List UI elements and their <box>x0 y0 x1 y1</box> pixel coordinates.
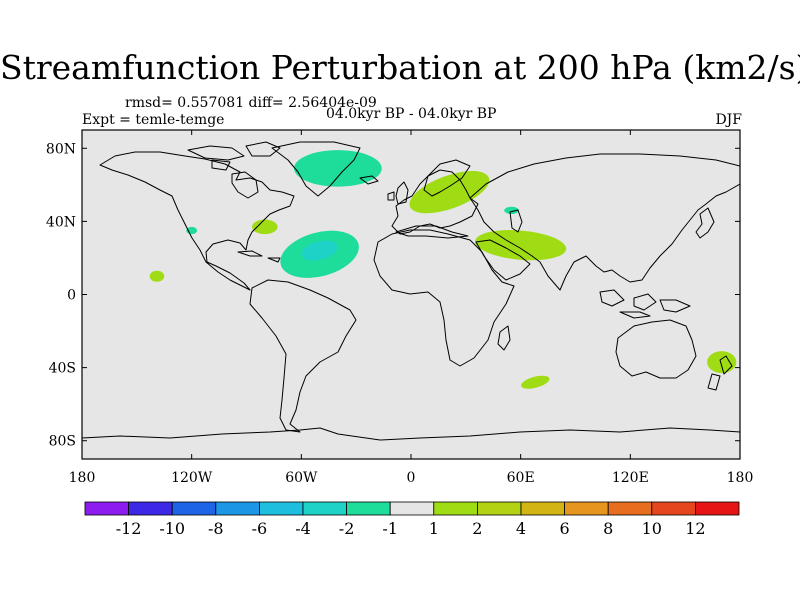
colorbar-swatch <box>476 501 522 516</box>
colorbar-label: 4 <box>516 519 526 538</box>
coast-new-zealand <box>707 355 733 391</box>
lon-tick-label: 120E <box>612 470 649 486</box>
lon-tick-label: 180 <box>727 470 754 486</box>
anomaly-europe-positive <box>409 171 490 214</box>
coast-iceland <box>359 175 379 185</box>
coast-british-isles <box>387 181 409 205</box>
coast-scandinavia <box>423 159 471 197</box>
figure-title: Streamfunction Perturbation at 200 hPa (… <box>0 48 800 87</box>
coast-arabia <box>475 239 531 281</box>
coast-hudson-bay <box>231 171 259 199</box>
coast-australia <box>615 319 697 379</box>
colorbar-swatch <box>520 501 565 516</box>
coast-se-asia <box>599 289 691 319</box>
colorbar-label: 8 <box>603 519 613 538</box>
experiment-label: Expt = temle-temge <box>82 112 225 128</box>
colorbar: -12 -10 -8 -6 -4 -2 -1 1 2 4 6 8 10 12 <box>84 501 740 538</box>
axis-ticks: 80N 40N 0 40S 80S 180 120W 60W 0 60E 120E 180 <box>46 130 753 486</box>
lon-tick-label: 60E <box>507 470 535 486</box>
colorbar-label: -2 <box>339 519 355 538</box>
colorbar-label: -4 <box>295 519 311 538</box>
lat-tick-label: 40N <box>46 214 76 230</box>
coast-madagascar <box>497 325 511 351</box>
lat-tick-label: 80S <box>49 434 76 450</box>
colorbar-label: 1 <box>429 519 439 538</box>
colorbar-swatch <box>607 501 653 516</box>
colorbar-label: -1 <box>382 519 398 538</box>
colorbar-swatch <box>564 501 609 516</box>
coast-greenland <box>271 141 361 197</box>
lat-tick-label: 0 <box>67 288 76 304</box>
colorbar-swatch <box>258 501 304 516</box>
colorbar-swatch <box>215 501 260 516</box>
period-label: 04.0kyr BP - 04.0kyr BP <box>326 106 497 122</box>
colorbar-swatch <box>84 501 129 516</box>
coastlines <box>82 141 740 441</box>
colorbar-label: -12 <box>116 519 142 538</box>
stats-label: rmsd= 0.557081 diff= 2.56404e-09 <box>125 95 377 111</box>
coast-south-america <box>249 279 357 433</box>
anomaly-canada-negative <box>294 150 382 187</box>
anomaly-pacific-positive <box>149 270 165 282</box>
coast-cuba <box>237 250 281 263</box>
colorbar-swatch <box>346 501 391 516</box>
colorbar-swatch <box>695 501 740 516</box>
anomaly-east-us-positive <box>251 219 278 235</box>
coast-europe <box>391 169 479 235</box>
lon-tick-label: 60W <box>285 470 318 486</box>
colorbar-label: 6 <box>560 519 570 538</box>
coast-arctic-islands <box>187 141 281 171</box>
colorbar-label: 2 <box>472 519 482 538</box>
coast-mediterranean <box>395 225 469 239</box>
anomaly-new-zealand-positive <box>707 351 737 374</box>
coast-japan <box>695 207 715 239</box>
colorbar-swatch <box>171 501 217 516</box>
lat-tick-label: 40S <box>49 361 76 377</box>
colorbar-label: -6 <box>252 519 268 538</box>
colorbar-label: 12 <box>685 519 705 538</box>
colorbar-swatch <box>651 501 696 516</box>
lat-tick-label: 80N <box>46 141 76 157</box>
lon-tick-label: 180 <box>69 470 96 486</box>
colorbar-swatch <box>128 501 173 516</box>
colorbar-label: -8 <box>208 519 224 538</box>
anomaly-south-indian-positive <box>521 375 550 389</box>
lon-tick-label: 120W <box>171 470 213 486</box>
coast-caspian <box>509 209 523 233</box>
anomaly-caspian-negative <box>504 206 519 215</box>
colorbar-swatch <box>433 501 478 516</box>
anomaly-layer <box>149 150 737 389</box>
colorbar-label: -10 <box>159 519 185 538</box>
season-label: DJF <box>715 112 742 128</box>
colorbar-swatch <box>302 501 347 516</box>
anomaly-atlantic-core <box>301 240 338 261</box>
coast-africa <box>373 229 515 367</box>
map-background <box>82 130 740 459</box>
coast-asia <box>469 153 740 291</box>
coast-antarctica <box>82 427 740 441</box>
lon-tick-label: 0 <box>407 470 416 486</box>
colorbar-swatch <box>389 501 435 516</box>
colorbar-label: 10 <box>642 519 662 538</box>
anomaly-india-positive <box>475 230 567 261</box>
